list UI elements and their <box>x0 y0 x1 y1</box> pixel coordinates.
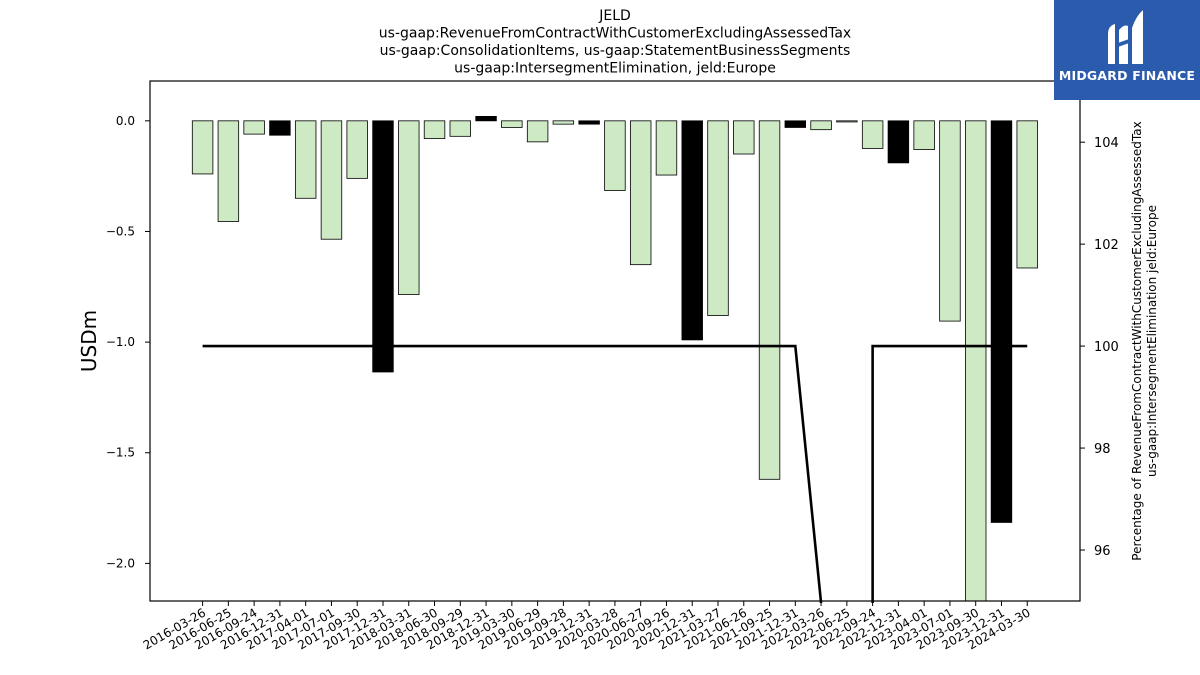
bar <box>191 120 214 175</box>
y-tick-label: −0.5 <box>106 224 135 238</box>
bar <box>552 120 575 125</box>
y-tick-label: −1.5 <box>106 446 135 460</box>
percentage-line-layer <box>202 344 1028 604</box>
title-line: us-gaap:IntersegmentElimination, jeld:Eu… <box>454 61 776 77</box>
bar <box>887 120 910 164</box>
bar <box>604 120 626 191</box>
bar <box>784 120 807 128</box>
bar <box>269 120 291 136</box>
y2-tick-label: 96 <box>1094 544 1111 559</box>
bar <box>243 120 265 135</box>
bar <box>217 120 240 222</box>
y2-axis: 96 98 100 102 104 <box>1080 136 1119 559</box>
bar <box>423 120 446 139</box>
bar <box>939 120 961 322</box>
bar <box>990 120 1013 523</box>
bar <box>681 120 703 341</box>
bars-layer <box>191 116 1038 602</box>
chart-title: JELD us-gaap:RevenueFromContractWithCusto… <box>379 8 851 77</box>
y-tick-label: −2.0 <box>106 556 135 570</box>
y2-tick-label: 100 <box>1094 340 1119 355</box>
bar <box>707 120 729 316</box>
bar <box>475 116 497 122</box>
bar <box>526 120 549 143</box>
title-line: us-gaap:RevenueFromContractWithCustomerE… <box>379 26 851 42</box>
bar <box>861 120 884 149</box>
bar <box>294 120 317 199</box>
y-axis: 0.0 −0.5 −1.0 −1.5 −2.0 <box>106 114 150 570</box>
bar <box>629 120 652 266</box>
logo-text: MIDGARD FINANCE <box>1058 68 1196 83</box>
title-line: JELD <box>598 8 631 24</box>
bar <box>501 120 523 128</box>
bar <box>320 120 343 240</box>
x-axis: 2016-03-262016-06-252016-09-242016-12-31… <box>141 601 1033 652</box>
bar <box>578 120 600 125</box>
bar <box>372 120 394 373</box>
midgard-finance-logo: MIDGARD FINANCE <box>1054 0 1200 100</box>
bar <box>758 120 781 480</box>
title-line: us-gaap:ConsolidationItems, us-gaap:Stat… <box>380 43 851 59</box>
bar <box>965 120 987 602</box>
y-tick-label: −1.0 <box>106 335 135 349</box>
y2-tick-label: 98 <box>1094 442 1111 457</box>
y2-axis-label-line: Percentage of RevenueFromContractWithCus… <box>1130 121 1144 560</box>
y2-tick-label: 104 <box>1094 136 1119 151</box>
bar <box>1016 120 1038 269</box>
bar <box>733 120 755 155</box>
y2-tick-label: 102 <box>1094 238 1119 253</box>
bar <box>810 120 832 131</box>
y2-axis-label-line: us-gaap:IntersegmentElimination jeld:Eur… <box>1145 205 1159 477</box>
bar <box>836 120 858 123</box>
bar <box>346 120 368 179</box>
bar <box>913 120 935 151</box>
percentage-line <box>202 344 1028 604</box>
bar <box>655 120 678 176</box>
bar <box>449 120 472 137</box>
y2-axis-label: Percentage of RevenueFromContractWithCus… <box>1130 121 1159 560</box>
bar <box>398 120 420 295</box>
y-axis-label: USDm <box>77 310 101 372</box>
midgard-logo-icon <box>1108 10 1143 64</box>
y-tick-label: 0.0 <box>116 114 135 128</box>
